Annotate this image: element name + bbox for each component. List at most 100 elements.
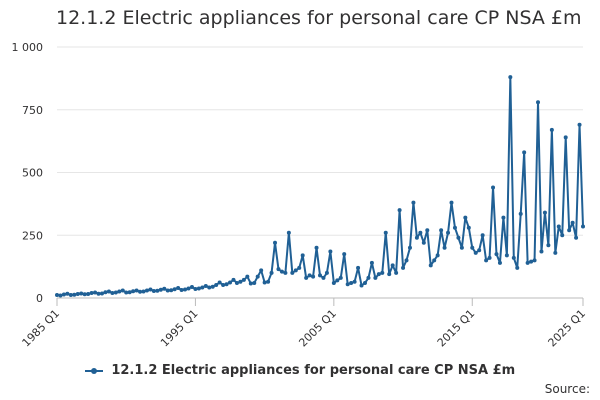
data-point[interactable] <box>217 280 222 285</box>
data-point[interactable] <box>252 280 257 285</box>
data-point[interactable] <box>539 249 544 254</box>
data-point[interactable] <box>366 275 371 280</box>
data-point[interactable] <box>369 260 374 265</box>
data-point[interactable] <box>120 288 125 293</box>
data-point[interactable] <box>511 255 516 260</box>
data-point[interactable] <box>536 100 541 105</box>
data-point[interactable] <box>414 235 419 240</box>
data-point[interactable] <box>331 280 336 285</box>
data-point[interactable] <box>203 283 208 288</box>
data-point[interactable] <box>75 291 80 296</box>
data-point[interactable] <box>214 282 219 287</box>
data-point[interactable] <box>65 291 70 296</box>
data-point[interactable] <box>342 252 347 257</box>
data-point[interactable] <box>356 265 361 270</box>
data-point[interactable] <box>221 282 226 287</box>
data-point[interactable] <box>138 289 143 294</box>
data-point[interactable] <box>494 252 499 257</box>
data-point[interactable] <box>484 258 489 263</box>
data-point[interactable] <box>259 268 264 273</box>
data-point[interactable] <box>421 240 426 245</box>
data-point[interactable] <box>103 290 108 295</box>
data-point[interactable] <box>286 230 291 235</box>
data-point[interactable] <box>311 274 316 279</box>
data-point[interactable] <box>577 122 582 127</box>
data-point[interactable] <box>515 265 520 270</box>
data-point[interactable] <box>124 290 129 295</box>
data-point[interactable] <box>501 215 506 220</box>
data-point[interactable] <box>234 280 239 285</box>
data-point[interactable] <box>293 268 298 273</box>
data-point[interactable] <box>196 286 201 291</box>
legend[interactable]: 12.1.2 Electric appliances for personal … <box>0 363 600 378</box>
data-point[interactable] <box>567 228 572 233</box>
data-point[interactable] <box>376 272 381 277</box>
data-point[interactable] <box>207 285 212 290</box>
data-point[interactable] <box>283 270 288 275</box>
data-point[interactable] <box>397 208 402 213</box>
data-point[interactable] <box>446 230 451 235</box>
data-point[interactable] <box>563 135 568 140</box>
data-point[interactable] <box>411 200 416 205</box>
data-point[interactable] <box>86 291 91 296</box>
data-point[interactable] <box>113 290 118 295</box>
data-point[interactable] <box>61 292 66 297</box>
data-point[interactable] <box>273 240 278 245</box>
data-point[interactable] <box>186 286 191 291</box>
data-point[interactable] <box>373 275 378 280</box>
data-point[interactable] <box>144 288 149 293</box>
data-point[interactable] <box>321 275 326 280</box>
data-point[interactable] <box>255 274 260 279</box>
data-point[interactable] <box>55 292 59 297</box>
data-point[interactable] <box>404 258 409 263</box>
data-point[interactable] <box>141 289 146 294</box>
data-point[interactable] <box>172 287 177 292</box>
data-point[interactable] <box>497 260 502 265</box>
data-point[interactable] <box>529 259 534 264</box>
data-point[interactable] <box>463 215 468 220</box>
data-point[interactable] <box>131 289 136 294</box>
data-point[interactable] <box>266 279 271 284</box>
data-point[interactable] <box>508 75 513 80</box>
data-point[interactable] <box>491 185 496 190</box>
data-point[interactable] <box>345 282 350 287</box>
data-point[interactable] <box>169 288 174 293</box>
data-point[interactable] <box>151 288 156 293</box>
source-credit[interactable]: Source: <box>544 382 590 396</box>
data-point[interactable] <box>96 291 101 296</box>
data-point[interactable] <box>390 263 395 268</box>
data-point[interactable] <box>279 269 284 274</box>
data-point[interactable] <box>68 292 73 297</box>
data-point[interactable] <box>525 260 530 265</box>
data-point[interactable] <box>456 235 461 240</box>
data-point[interactable] <box>162 286 167 291</box>
data-point[interactable] <box>449 200 454 205</box>
data-point[interactable] <box>418 230 423 235</box>
data-point[interactable] <box>58 293 63 298</box>
data-point[interactable] <box>238 279 243 284</box>
data-point[interactable] <box>442 245 447 250</box>
data-point[interactable] <box>200 285 205 290</box>
data-point[interactable] <box>570 220 575 225</box>
data-point[interactable] <box>155 288 160 293</box>
data-point[interactable] <box>183 287 188 292</box>
data-point[interactable] <box>407 245 412 250</box>
data-point[interactable] <box>110 290 115 295</box>
data-point[interactable] <box>210 284 215 289</box>
data-point[interactable] <box>522 150 527 155</box>
data-point[interactable] <box>428 263 433 268</box>
data-point[interactable] <box>300 253 305 258</box>
data-point[interactable] <box>324 270 329 275</box>
data-point[interactable] <box>574 235 579 240</box>
data-point[interactable] <box>106 289 111 294</box>
data-point[interactable] <box>241 277 246 282</box>
data-point[interactable] <box>553 250 558 255</box>
data-point[interactable] <box>473 250 478 255</box>
data-point[interactable] <box>290 270 295 275</box>
data-point[interactable] <box>165 288 170 293</box>
data-point[interactable] <box>335 278 340 283</box>
data-point[interactable] <box>546 243 551 248</box>
data-point[interactable] <box>176 285 181 290</box>
data-point[interactable] <box>504 253 509 258</box>
data-point[interactable] <box>228 280 233 285</box>
